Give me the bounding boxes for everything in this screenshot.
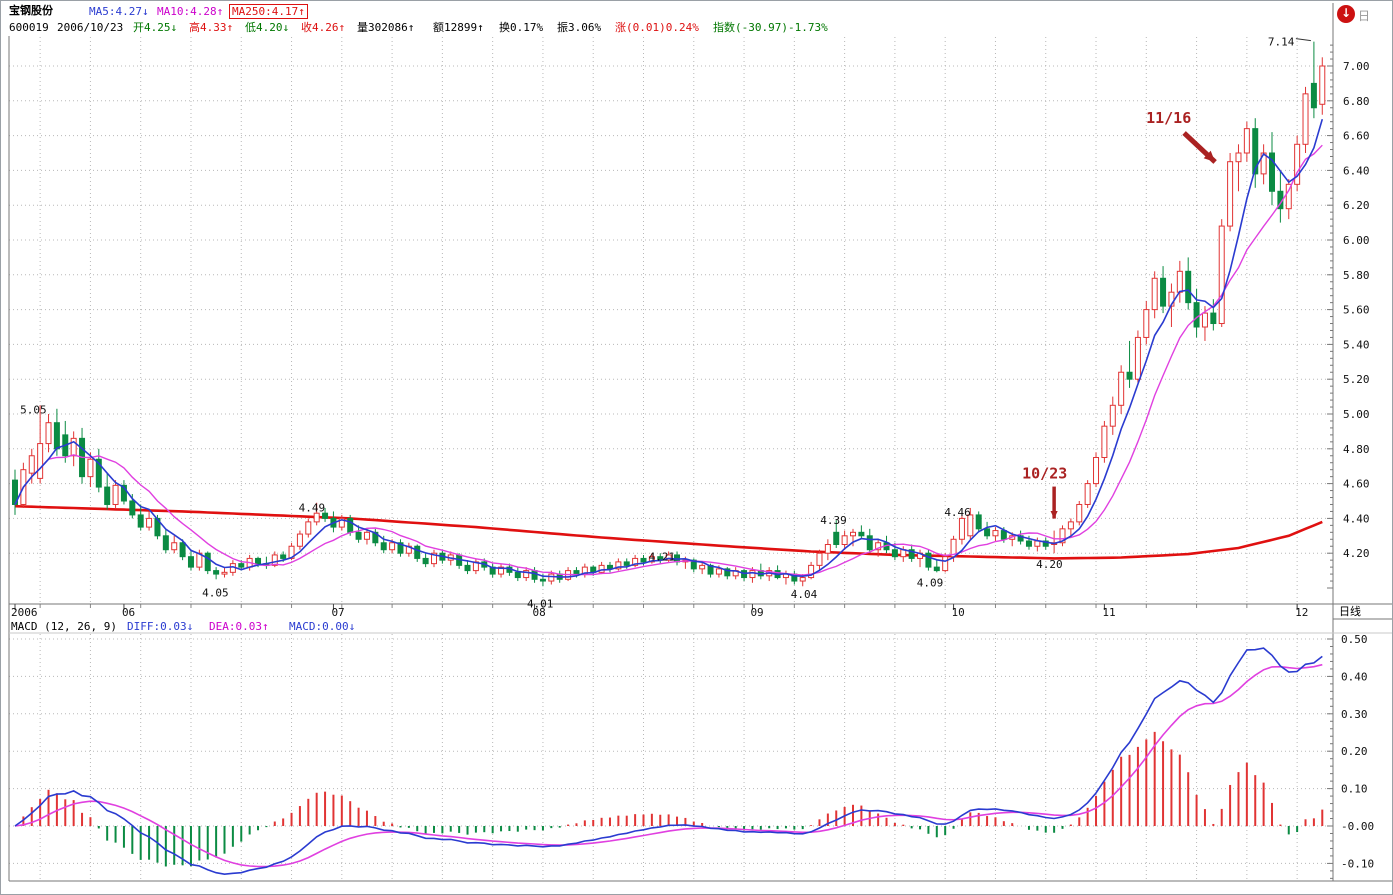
month-label: 06 bbox=[122, 606, 135, 619]
quote-date: 2006/10/23 bbox=[57, 21, 124, 34]
price-tick-label: 6.40 bbox=[1343, 164, 1370, 177]
change-value: 涨(0.01)0.24% bbox=[615, 21, 699, 34]
candlestick-series bbox=[12, 41, 1326, 587]
stock-code: 600019 bbox=[9, 21, 49, 34]
price-tick-label: 6.20 bbox=[1343, 199, 1370, 212]
close-value: 收4.26↑ bbox=[301, 21, 346, 34]
ma250-line bbox=[14, 504, 1323, 560]
price-tick-label: 6.00 bbox=[1343, 234, 1370, 247]
ma10-value: MA10:4.28↑ bbox=[157, 5, 224, 18]
annotations: 5.05 4.05 4.49 4.01 4.21 4.04 4.39 4.09 4.46 4.20… bbox=[20, 36, 1311, 610]
price-pane bbox=[12, 41, 1326, 587]
price-annotation: 4.49 bbox=[299, 502, 326, 515]
price-annotation: 4.21 bbox=[649, 550, 676, 563]
price-tick-label: 7.00 bbox=[1343, 60, 1370, 73]
ma250-value: MA250:4.17↑ bbox=[229, 4, 308, 19]
price-tick-label: 4.40 bbox=[1343, 512, 1370, 525]
price-tick-label: 4.80 bbox=[1343, 443, 1370, 456]
price-tick-label: 5.80 bbox=[1343, 269, 1370, 282]
price-annotation: 5.05 bbox=[20, 403, 47, 416]
amount-value: 额12899↑ bbox=[433, 21, 484, 34]
macd-tick-label: 0.30 bbox=[1341, 708, 1368, 721]
low-value: 低4.20↓ bbox=[245, 21, 290, 34]
price-tick-label: 4.20 bbox=[1343, 547, 1370, 560]
month-label: 12 bbox=[1295, 606, 1308, 619]
price-tick-label: 5.40 bbox=[1343, 338, 1370, 351]
price-tick-label: 6.60 bbox=[1343, 130, 1370, 143]
dea-line bbox=[14, 663, 1323, 868]
price-annotation: 4.05 bbox=[202, 586, 229, 599]
turnover-value: 换0.17% bbox=[499, 21, 544, 34]
ma5-value: MA5:4.27↓ bbox=[89, 5, 149, 18]
open-value: 开4.25↓ bbox=[133, 21, 178, 34]
macd-dea-value: DEA:0.03↑ bbox=[209, 620, 269, 633]
event-annotation: 11/16 bbox=[1146, 109, 1191, 127]
scroll-down-icon[interactable]: ↓ bbox=[1337, 5, 1355, 23]
price-annotation: 4.46 bbox=[944, 506, 971, 519]
macd-histogram bbox=[22, 731, 1324, 867]
macd-tick-label: -0.00 bbox=[1341, 820, 1374, 833]
price-annotation: 4.01 bbox=[527, 597, 554, 610]
price-tick-label: 4.60 bbox=[1343, 478, 1370, 491]
macd-tick-label: 0.40 bbox=[1341, 670, 1368, 683]
month-label: 09 bbox=[750, 606, 763, 619]
price-annotation: 4.39 bbox=[820, 514, 847, 527]
macd-value: MACD:0.00↓ bbox=[289, 620, 356, 633]
ma5-line bbox=[14, 118, 1324, 578]
volume-value: 量302086↑ bbox=[357, 21, 415, 34]
event-annotation: 10/23 bbox=[1022, 465, 1067, 483]
period-label[interactable]: 日线 bbox=[1339, 605, 1361, 618]
index-value: 指数(-30.97)-1.73% bbox=[713, 21, 828, 34]
price-tick-label: 5.60 bbox=[1343, 304, 1370, 317]
month-label: 11 bbox=[1102, 606, 1115, 619]
price-tick-label: 5.20 bbox=[1343, 373, 1370, 386]
price-annotation: 7.14 bbox=[1268, 36, 1295, 49]
price-tick-label: 6.80 bbox=[1343, 95, 1370, 108]
macd-tick-label: 0.50 bbox=[1341, 633, 1368, 646]
month-label: 07 bbox=[331, 606, 344, 619]
macd-tick-label: -0.10 bbox=[1341, 857, 1374, 870]
price-annotation: 4.09 bbox=[917, 576, 944, 589]
month-label: 10 bbox=[952, 606, 965, 619]
price-annotation: 4.04 bbox=[791, 588, 818, 601]
month-label: 2006 bbox=[11, 606, 38, 619]
macd-pane bbox=[14, 647, 1324, 876]
period-glyph: 日 bbox=[1358, 9, 1371, 23]
macd-title: MACD (12, 26, 9) bbox=[11, 620, 117, 633]
macd-diff-value: DIFF:0.03↓ bbox=[127, 620, 194, 633]
grid-lines bbox=[9, 37, 1333, 881]
axes: 7.00 6.80 6.60 6.40 6.20 6.00 5.80 5.60 5.40 5.20… bbox=[8, 3, 1392, 882]
price-tick-label: 5.00 bbox=[1343, 408, 1370, 421]
amplitude-value: 振3.06% bbox=[557, 21, 602, 34]
macd-tick-label: 0.10 bbox=[1341, 783, 1368, 796]
macd-tick-label: 0.20 bbox=[1341, 745, 1368, 758]
ma10-line bbox=[14, 144, 1323, 576]
month-label: 08 bbox=[533, 606, 546, 619]
stock-name[interactable]: 宝钢股份 bbox=[9, 5, 53, 17]
price-annotation: 4.20 bbox=[1036, 558, 1063, 571]
diff-line bbox=[14, 647, 1323, 876]
high-value: 高4.33↑ bbox=[189, 21, 234, 34]
